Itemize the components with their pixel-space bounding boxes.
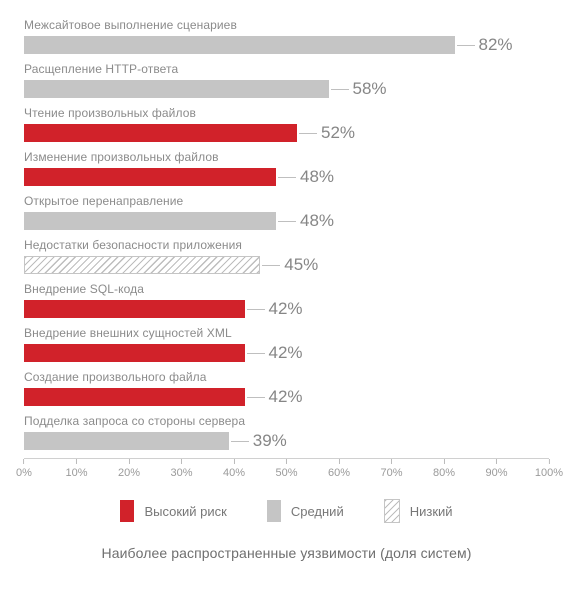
bar-label: Изменение произвольных файлов: [24, 150, 549, 164]
bar-label: Чтение произвольных файлов: [24, 106, 549, 120]
bar-value: 48%: [300, 167, 334, 187]
bar-row: Открытое перенаправление 48%: [24, 188, 549, 232]
bar-track: 58%: [24, 80, 549, 98]
leader-line: [262, 265, 280, 266]
bar-track: 39%: [24, 432, 549, 450]
leader-line: [247, 397, 265, 398]
legend-swatch-low: [384, 499, 400, 523]
leader-line: [331, 89, 349, 90]
chart-caption: Наиболее распространенные уязвимости (до…: [24, 545, 549, 561]
leader-line: [247, 353, 265, 354]
bar-track: 42%: [24, 300, 549, 318]
x-tick: 70%: [380, 459, 402, 479]
bar-row: Внедрение внешних сущностей XML 42%: [24, 320, 549, 364]
x-tick: 100%: [535, 459, 563, 479]
bar-value: 52%: [321, 123, 355, 143]
leader-line: [457, 45, 475, 46]
bar-label: Межсайтовое выполнение сценариев: [24, 18, 549, 32]
x-tick-label: 40%: [223, 467, 245, 479]
x-tick-label: 20%: [118, 467, 140, 479]
x-tick: 30%: [170, 459, 192, 479]
legend-label-high: Высокий риск: [144, 504, 226, 519]
bar: [24, 124, 297, 142]
x-tick-label: 70%: [380, 467, 402, 479]
legend-swatch-medium: [267, 500, 281, 522]
bar-row: Создание произвольного файла 42%: [24, 364, 549, 408]
bar-row: Внедрение SQL-кода 42%: [24, 276, 549, 320]
x-tick: 40%: [223, 459, 245, 479]
x-tick: 80%: [433, 459, 455, 479]
bar-track: 82%: [24, 36, 549, 54]
bar-row: Чтение произвольных файлов 52%: [24, 100, 549, 144]
bar-label: Внедрение SQL-кода: [24, 282, 549, 296]
legend-label-medium: Средний: [291, 504, 344, 519]
bar-value: 42%: [269, 299, 303, 319]
bar-label: Подделка запроса со стороны сервера: [24, 414, 549, 428]
bar-row: Подделка запроса со стороны сервера 39%: [24, 408, 549, 452]
bar-value: 82%: [479, 35, 513, 55]
bar-track: 52%: [24, 124, 549, 142]
vulnerability-bar-chart: Межсайтовое выполнение сценариев82%Расще…: [0, 0, 573, 561]
bar-value: 39%: [253, 431, 287, 451]
bar: [24, 388, 245, 406]
leader-line: [231, 441, 249, 442]
x-tick-label: 50%: [275, 467, 297, 479]
bar-value: 42%: [269, 343, 303, 363]
leader-line: [278, 221, 296, 222]
bar-row: Изменение произвольных файлов 48%: [24, 144, 549, 188]
bar-value: 42%: [269, 387, 303, 407]
bar: [24, 168, 276, 186]
x-tick-label: 0%: [16, 467, 32, 479]
leader-line: [247, 309, 265, 310]
bar: [24, 300, 245, 318]
bar-label: Внедрение внешних сущностей XML: [24, 326, 549, 340]
x-tick: 20%: [118, 459, 140, 479]
bar: [24, 432, 229, 450]
x-tick: 0%: [16, 459, 32, 479]
x-tick-label: 80%: [433, 467, 455, 479]
bar-label: Открытое перенаправление: [24, 194, 549, 208]
x-tick: 90%: [485, 459, 507, 479]
x-tick-label: 10%: [65, 467, 87, 479]
bar: [24, 212, 276, 230]
bar: [24, 80, 329, 98]
x-tick-label: 100%: [535, 467, 563, 479]
x-tick-label: 60%: [328, 467, 350, 479]
bar: [24, 36, 455, 54]
x-tick: 50%: [275, 459, 297, 479]
x-tick: 10%: [65, 459, 87, 479]
legend: Высокий риск Средний Низкий: [24, 499, 549, 523]
bar-track: 48%: [24, 168, 549, 186]
legend-swatch-high: [120, 500, 134, 522]
legend-item-low: Низкий: [384, 499, 453, 523]
legend-item-medium: Средний: [267, 500, 344, 522]
leader-line: [278, 177, 296, 178]
x-tick-label: 90%: [485, 467, 507, 479]
bar: [24, 256, 260, 274]
bar-label: Расщепление HTTP-ответа: [24, 62, 549, 76]
bar-row: Недостатки безопасности приложения 45%: [24, 232, 549, 276]
bar-track: 48%: [24, 212, 549, 230]
bar-value: 48%: [300, 211, 334, 231]
leader-line: [299, 133, 317, 134]
x-tick: 60%: [328, 459, 350, 479]
x-tick-label: 30%: [170, 467, 192, 479]
bar-row: Межсайтовое выполнение сценариев 82%: [24, 12, 549, 56]
bar-label: Создание произвольного файла: [24, 370, 549, 384]
x-axis: 0%10%20%30%40%50%60%70%80%90%100%: [24, 458, 549, 491]
bar: [24, 344, 245, 362]
legend-label-low: Низкий: [410, 504, 453, 519]
bar-track: 45%: [24, 256, 549, 274]
bar-value: 45%: [284, 255, 318, 275]
bar-row: Расщепление HTTP-ответа 58%: [24, 56, 549, 100]
bar-value: 58%: [353, 79, 387, 99]
bar-track: 42%: [24, 344, 549, 362]
legend-item-high: Высокий риск: [120, 500, 226, 522]
bar-label: Недостатки безопасности приложения: [24, 238, 549, 252]
chart-plot-area: Межсайтовое выполнение сценариев82%Расще…: [24, 12, 549, 452]
bar-track: 42%: [24, 388, 549, 406]
